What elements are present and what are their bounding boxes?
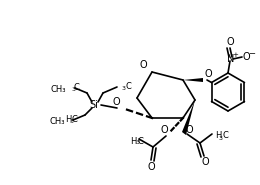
Text: 3: 3 xyxy=(136,140,140,145)
Text: +: + xyxy=(232,52,238,58)
Text: 3: 3 xyxy=(122,86,126,91)
Text: C: C xyxy=(222,132,228,140)
Text: O: O xyxy=(185,125,193,135)
Text: Si: Si xyxy=(89,100,99,110)
Text: H: H xyxy=(130,137,136,145)
Text: 3: 3 xyxy=(72,87,76,92)
Text: O: O xyxy=(201,157,209,167)
Text: H: H xyxy=(65,115,71,124)
Text: 3: 3 xyxy=(70,119,74,124)
Text: CH₃: CH₃ xyxy=(49,117,65,125)
Text: 3: 3 xyxy=(219,135,223,140)
Text: O: O xyxy=(204,69,212,79)
Text: O: O xyxy=(147,162,155,172)
Text: O: O xyxy=(242,52,250,62)
Text: O: O xyxy=(160,125,168,135)
Text: −: − xyxy=(249,50,256,58)
Text: O: O xyxy=(139,60,147,70)
Text: C: C xyxy=(137,137,143,145)
Text: C: C xyxy=(73,83,79,92)
Text: CH₃: CH₃ xyxy=(50,85,66,93)
Text: O: O xyxy=(112,97,120,107)
Text: C: C xyxy=(71,115,77,124)
Polygon shape xyxy=(183,78,203,82)
Polygon shape xyxy=(182,100,195,135)
Text: N: N xyxy=(227,54,235,64)
Text: H: H xyxy=(215,132,221,140)
Text: C: C xyxy=(125,82,131,90)
Text: O: O xyxy=(226,37,234,47)
